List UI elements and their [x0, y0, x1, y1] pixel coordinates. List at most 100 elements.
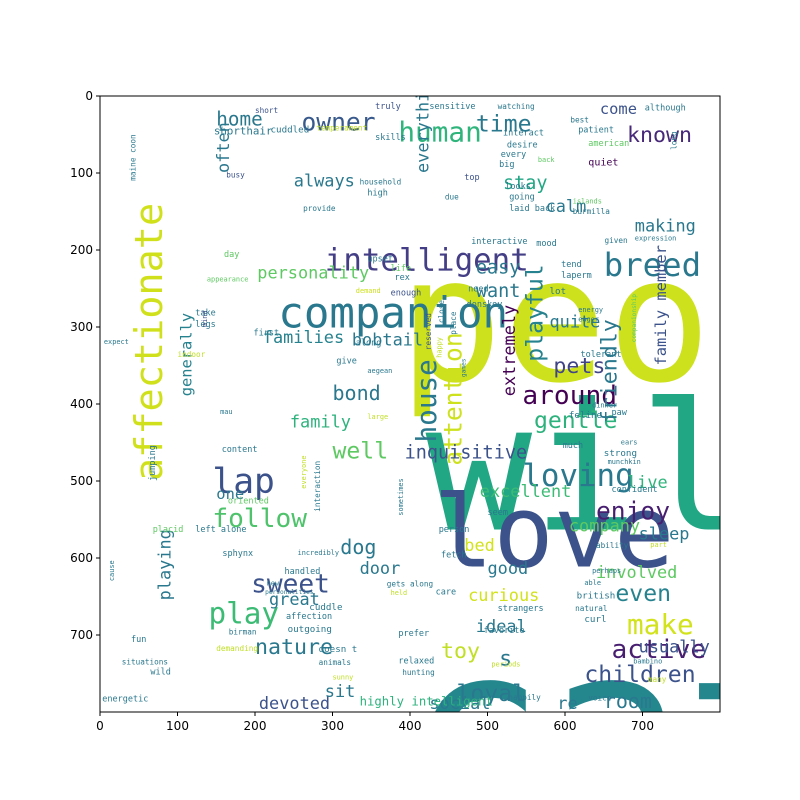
word-handled: handled [285, 567, 321, 577]
word-large: large [367, 413, 388, 421]
word-nature: nature [255, 635, 333, 660]
word-energy: energy [578, 306, 603, 314]
word-love: love [433, 473, 674, 590]
word-life: life [391, 264, 411, 274]
word-cat: cat [406, 597, 800, 800]
y-tick-label-500: 500 [70, 474, 93, 488]
y-tick-label-0: 0 [85, 89, 93, 103]
word-toy: toy [441, 639, 480, 664]
word-re: re [557, 693, 577, 713]
word-mood: mood [536, 239, 556, 249]
word-devoted: devoted [259, 693, 330, 713]
x-tick-label-600: 600 [554, 719, 577, 733]
word-islands: islands [573, 198, 602, 206]
x-tick-label-500: 500 [476, 719, 499, 733]
y-tick-label-400: 400 [70, 397, 93, 411]
word-everyone: everyone [300, 455, 308, 488]
word-human: human [398, 115, 481, 148]
word-strangers: strangers [498, 604, 544, 614]
word-quiet: quiet [588, 158, 618, 169]
word-known: known [627, 123, 692, 148]
word-owner: owner [302, 108, 376, 137]
word-outgoing: outgoing [288, 624, 332, 635]
word-content: content [222, 445, 258, 455]
word-around: around [522, 381, 617, 411]
word-one: one [216, 485, 244, 503]
word-sleep: sleep [639, 523, 690, 543]
word-person: person [439, 525, 470, 535]
word-bond: bond [333, 381, 381, 405]
word-ability: ability [596, 541, 629, 550]
word-seem: seem [488, 508, 508, 518]
word-doesn-t: doesn t [319, 644, 358, 655]
word-incredibly: incredibly [298, 549, 340, 557]
word-every: every [501, 150, 527, 160]
y-tick-label-100: 100 [70, 166, 93, 180]
word-interact: interact [503, 128, 544, 138]
word-desire: desire [507, 141, 538, 151]
word-usually: usually [639, 637, 710, 657]
word-curl: curl [584, 614, 606, 625]
word-situations: situations [122, 657, 168, 666]
y-tick-label-700: 700 [70, 628, 93, 642]
word-hunting: hunting [402, 668, 434, 677]
word-expect: expect [104, 338, 129, 346]
word-indoor: indoor [178, 350, 206, 359]
word-donskoy: donskoy [467, 300, 503, 310]
word-jumping: jumping [148, 445, 158, 481]
word-loyal: loyal [457, 681, 527, 707]
word-even: even [615, 581, 671, 607]
word-wild: wild [150, 667, 170, 677]
word-periods: periods [491, 660, 520, 668]
word-enough: enough [391, 289, 422, 299]
word-long: long [670, 131, 679, 150]
word-legs: legs [195, 320, 215, 330]
word-oriented: oriented [228, 496, 269, 506]
word-cuddled: cuddled [271, 125, 310, 136]
word-best: best [570, 115, 589, 124]
word-along: along [356, 339, 382, 349]
word-time: time [476, 111, 532, 137]
word-munchkin: munchkin [608, 458, 641, 466]
word-left-alone: left alone [195, 525, 246, 535]
word-upset: upset [367, 255, 393, 265]
word-s: s [499, 647, 512, 672]
word-temperament: temperament [316, 124, 367, 133]
x-tick-label-700: 700 [631, 719, 654, 733]
word-come: come [600, 100, 637, 118]
word-paw: paw [612, 408, 628, 418]
word-voice: voice [588, 694, 612, 703]
word-easy: easy [476, 258, 521, 279]
word-expression: expression [635, 235, 677, 243]
x-tick-label-0: 0 [96, 719, 104, 733]
word-often: often [213, 122, 233, 173]
word-patient: patient [578, 125, 614, 135]
word-door: door [360, 558, 401, 578]
word-burmilla: burmilla [573, 207, 610, 216]
word-ideal: ideal [476, 616, 527, 636]
word-close: close [437, 300, 446, 324]
word-make: make [627, 608, 694, 641]
word-natural: natural [575, 604, 607, 613]
word-eager: eager [578, 316, 599, 324]
word-demand: demand [356, 287, 381, 295]
word-held: held [391, 589, 408, 597]
word-appearance: appearance [207, 275, 249, 283]
word-fetch: fetch [441, 550, 467, 560]
word-day: day [224, 250, 239, 260]
word-interaction: interaction [313, 461, 322, 512]
word-inquisitive: inquisitive [405, 443, 528, 464]
word-care: care [436, 587, 456, 597]
word-bobtail: bobtail [352, 329, 423, 349]
word-laid-back: laid back [509, 204, 555, 214]
word-aegean: aegean [367, 367, 392, 375]
word-room: room [604, 689, 652, 713]
word-big: big [499, 160, 514, 170]
word-skills: skills [375, 133, 406, 143]
word-new: new [267, 580, 280, 588]
word-children: children [584, 662, 695, 688]
y-tick-label-300: 300 [70, 320, 93, 334]
word-games: games [460, 358, 467, 377]
word-affectionate: affectionate [127, 203, 172, 481]
